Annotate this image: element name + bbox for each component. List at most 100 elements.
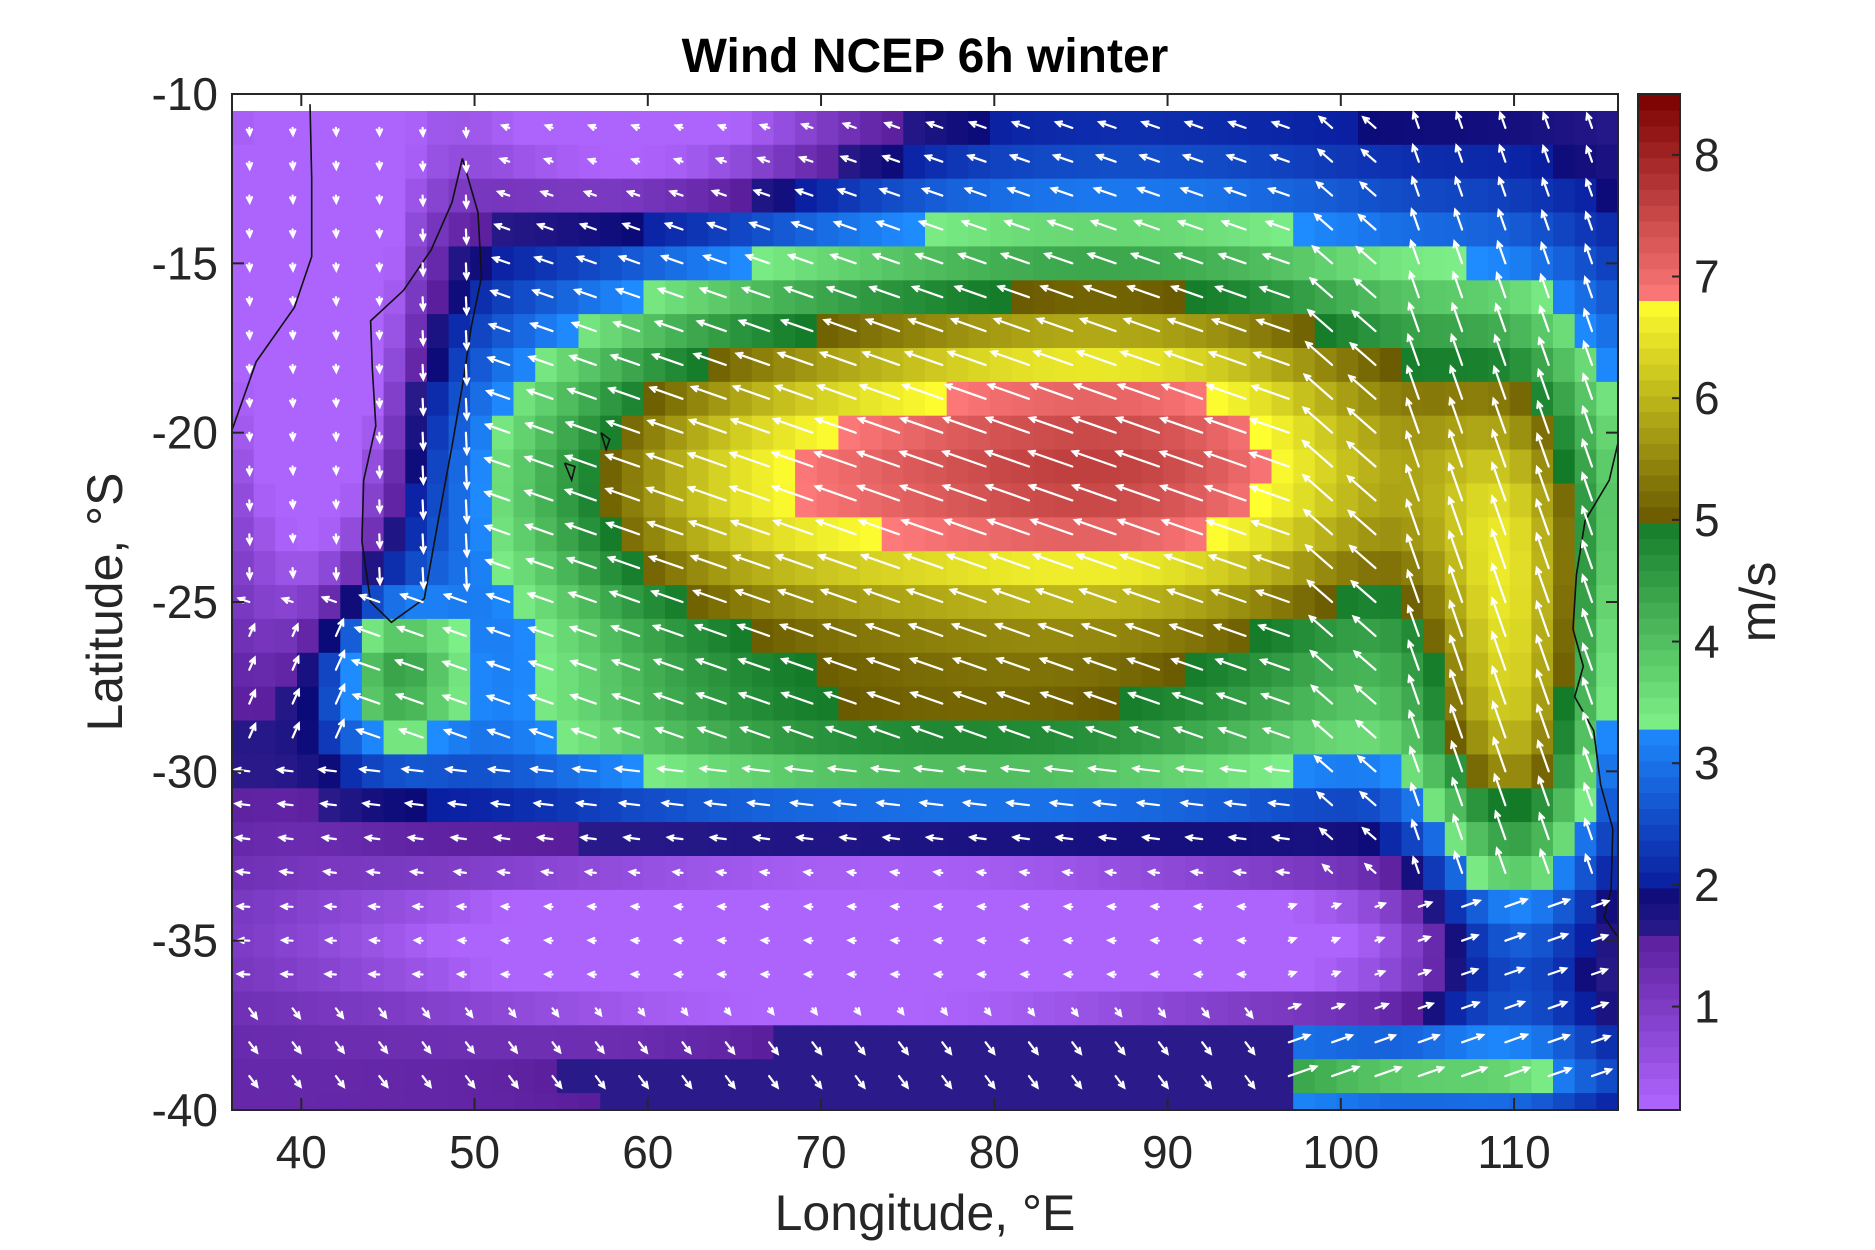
heatmap-cell (405, 110, 428, 146)
heatmap-cell (1098, 483, 1121, 518)
heatmap-cell (1119, 110, 1143, 146)
wind-arrow (1581, 573, 1594, 604)
wind-arrow (629, 970, 641, 979)
heatmap-cell (1509, 788, 1532, 823)
heatmap-cell (1379, 178, 1403, 214)
wind-arrow (1547, 1066, 1573, 1078)
wind-arrow (484, 389, 511, 400)
wind-arrow (463, 431, 471, 457)
wind-arrow (960, 219, 987, 231)
heatmap-cell (903, 991, 926, 1026)
wind-arrow (883, 121, 901, 129)
wind-arrow (889, 903, 901, 911)
heatmap-cell (1401, 178, 1424, 214)
wind-arrow (865, 657, 901, 671)
heatmap-cell (730, 314, 753, 349)
heatmap-cell (383, 720, 406, 755)
wind-arrow (499, 970, 511, 979)
heatmap-cell (665, 1059, 688, 1094)
heatmap-cell (1206, 178, 1229, 214)
heatmap-cell (881, 585, 904, 620)
heatmap-cell (1401, 212, 1424, 247)
heatmap-cell (643, 822, 666, 857)
wind-arrow (1192, 936, 1204, 945)
heatmap-cell (795, 348, 818, 383)
heatmap-cell (383, 1059, 406, 1094)
heatmap-cell (686, 144, 710, 180)
heatmap-cell (1011, 415, 1034, 451)
heatmap-cell (513, 415, 536, 451)
heatmap-cell (838, 551, 861, 586)
wind-arrow (411, 902, 424, 911)
wind-arrow (1356, 754, 1377, 773)
heatmap-cell (1358, 415, 1381, 451)
heatmap-cell (600, 889, 623, 925)
heatmap-cell (513, 517, 536, 552)
heatmap-cell (600, 348, 623, 383)
wind-arrow (319, 800, 337, 808)
colorbar-swatch (1638, 427, 1680, 444)
heatmap-cell (361, 246, 385, 281)
wind-arrow (245, 262, 254, 273)
wind-arrow (967, 834, 987, 842)
colorbar-swatch (1638, 348, 1680, 365)
heatmap-cell (860, 720, 883, 755)
wind-arrow (1581, 607, 1594, 637)
heatmap-cell (1444, 957, 1468, 993)
heatmap-cell (383, 856, 406, 891)
heatmap-cell (600, 957, 623, 993)
heatmap-cell (1401, 1025, 1424, 1060)
wind-arrow (1258, 658, 1290, 671)
heatmap-cell (232, 1059, 255, 1094)
heatmap-cell (1596, 1059, 1618, 1094)
heatmap-cell (665, 483, 688, 518)
heatmap-cell (1033, 991, 1056, 1026)
wind-arrow (737, 319, 771, 333)
mauritius-coastline (600, 432, 611, 453)
wind-arrow (1535, 531, 1550, 570)
heatmap-cell (1553, 1093, 1576, 1110)
heatmap-cell (1488, 381, 1511, 417)
heatmap-cell (556, 585, 580, 620)
heatmap-cell (881, 517, 904, 552)
wind-arrow (1258, 285, 1290, 299)
colorbar-swatch (1638, 1062, 1680, 1079)
heatmap-cell (1141, 415, 1164, 451)
heatmap-cell (383, 923, 406, 959)
heatmap-cell (253, 1025, 276, 1060)
wind-arrow (672, 936, 684, 945)
heatmap-cell (1033, 178, 1056, 214)
heatmap-cell (600, 856, 623, 891)
wind-arrow (1131, 765, 1160, 773)
wind-arrow (1355, 245, 1377, 265)
heatmap-cell (600, 1059, 623, 1094)
wind-arrow (1537, 336, 1550, 366)
wind-arrow (483, 524, 511, 536)
heatmap-cell (1011, 348, 1034, 383)
heatmap-cell (426, 449, 450, 485)
heatmap-cell (556, 314, 580, 349)
heatmap-cell (1119, 1059, 1143, 1094)
heatmap-cell (1531, 178, 1554, 214)
heatmap-cell (795, 1025, 818, 1060)
heatmap-cell (1466, 381, 1489, 417)
heatmap-cell (1488, 889, 1511, 925)
heatmap-cell (470, 348, 493, 383)
heatmap-cell (318, 720, 341, 755)
wind-arrow (1309, 684, 1334, 705)
wind-arrow (569, 693, 597, 705)
wind-arrow (508, 1075, 519, 1090)
heatmap-cell (860, 889, 883, 925)
wind-arrow (607, 386, 641, 400)
heatmap-cell (1596, 144, 1618, 180)
wind-arrow (1140, 834, 1160, 842)
heatmap-cell (773, 957, 796, 993)
heatmap-cell (1336, 314, 1359, 349)
wind-arrow (375, 126, 384, 138)
wind-arrow (1581, 676, 1594, 705)
heatmap-cell (1553, 246, 1576, 281)
heatmap-cell (816, 246, 839, 281)
wind-arrow (647, 555, 684, 570)
colorbar-swatch (1638, 411, 1680, 428)
